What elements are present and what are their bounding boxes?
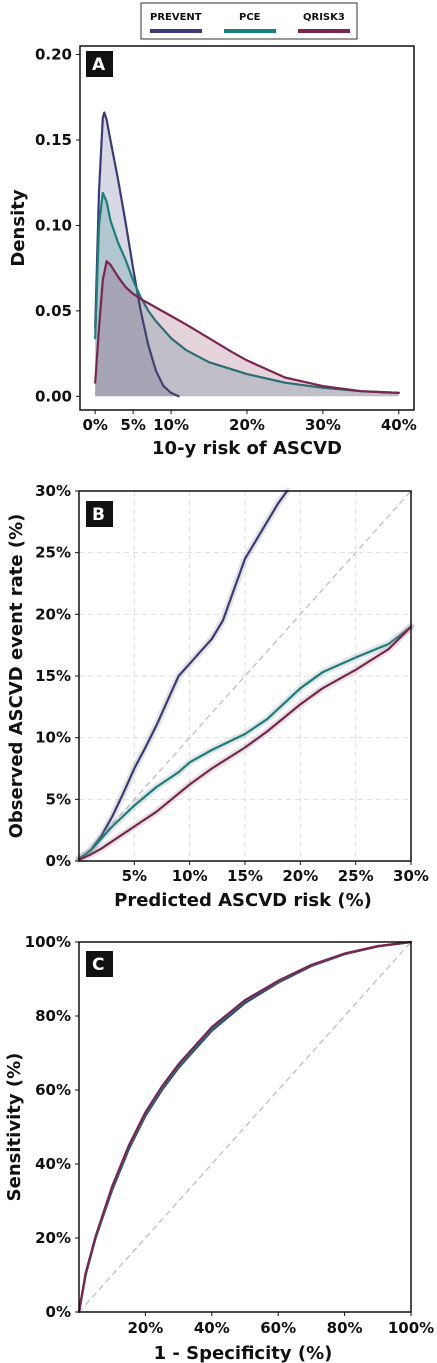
panel-a-badge <box>86 51 113 77</box>
panel-c-xtick-label-2: 60% <box>260 1319 296 1337</box>
panel-b-ci-band-pce <box>75 623 415 862</box>
panel-a-ytick-label-2: 0.10 <box>35 216 72 234</box>
panel-a-area-qrisk3 <box>95 261 399 397</box>
panel-b-ci-band-prevent <box>75 487 291 862</box>
panel-a-area-pce <box>95 193 399 397</box>
panel-a-xtick-label-5: 40% <box>381 416 417 434</box>
panel-c-ytick-label-0: 0% <box>46 1303 71 1321</box>
panel-a-area-prevent <box>95 112 179 397</box>
panel-b-ytick-label-4: 20% <box>35 605 71 623</box>
panel-b-ytick-label-3: 15% <box>35 667 71 685</box>
panel-c-xtick-label-3: 80% <box>327 1319 363 1337</box>
panel-c-ytick-label-3: 60% <box>35 1081 71 1099</box>
panel-b-ytick-label-1: 5% <box>46 790 71 808</box>
panel-c-roc-plot: 20% 40% 60% 80% 100% 0% 20% 40% 60% 80% 100% C 1 -… <box>4 933 434 1363</box>
panel-a-xtick-label-2: 10% <box>153 416 189 434</box>
panel-b-ytick-label-2: 10% <box>35 729 71 747</box>
panel-a-ylabel: Density <box>8 189 29 266</box>
panel-a-ytick-label-3: 0.15 <box>35 131 72 149</box>
panel-c-badge <box>86 951 113 977</box>
panel-a-ytick-label-0: 0.00 <box>35 387 72 405</box>
panel-a-badge-label: A <box>92 55 106 75</box>
panel-a-density-plot: 0% 5% 10% 20% 30% 40% 0.00 0.05 0.10 0.15 0.20 A 1… <box>8 45 417 459</box>
panel-a-xtick-label-4: 30% <box>305 416 341 434</box>
panel-b-ytick-label-6: 30% <box>35 482 71 500</box>
panel-a-line-qrisk3 <box>94 260 400 394</box>
panel-c-line-qrisk3 <box>77 940 413 1314</box>
panel-b-badge-label: B <box>92 505 105 525</box>
panel-c-xtick-label-1: 40% <box>194 1319 230 1337</box>
panel-a-xtick-label-0: 0% <box>82 416 107 434</box>
panel-c-ytick-label-4: 80% <box>35 1007 71 1025</box>
panel-c-badge-label: C <box>92 955 104 975</box>
panel-b-reference-diagonal <box>78 490 412 862</box>
panel-b-line-qrisk3 <box>77 625 413 861</box>
panel-c-ylabel: Sensitivity (%) <box>4 1053 25 1202</box>
panel-b-xtick-label-2: 15% <box>227 867 263 885</box>
panel-b-ytick-label-5: 25% <box>35 544 71 562</box>
legend-label-qrisk3: QRISK3 <box>303 12 345 23</box>
panel-b-xtick-label-1: 10% <box>172 867 208 885</box>
panel-c-xtick-label-4: 100% <box>388 1319 434 1337</box>
panel-b-xtick-label-5: 30% <box>393 867 429 885</box>
panel-c-frame <box>78 941 412 1313</box>
panel-c-ytick-label-1: 20% <box>35 1229 71 1247</box>
panel-a-line-pce <box>94 191 400 394</box>
panel-a-xlabel: 10-y risk of ASCVD <box>152 438 342 459</box>
panel-b-xtick-label-3: 20% <box>282 867 318 885</box>
panel-b-badge <box>86 501 113 527</box>
panel-b-ytick-label-0: 0% <box>46 852 71 870</box>
panel-c-ytick-label-5: 100% <box>25 933 71 951</box>
legend: PREVENT PCE QRISK3 <box>140 2 358 40</box>
panel-a-xtick-label-3: 20% <box>229 416 265 434</box>
panel-b-xtick-label-0: 5% <box>122 867 147 885</box>
panel-b-line-pce <box>77 625 413 860</box>
panel-c-xlabel: 1 - Specificity (%) <box>154 1343 333 1363</box>
panel-a-ytick-label-4: 0.20 <box>35 46 72 64</box>
legend-label-pce: PCE <box>239 12 261 23</box>
panel-b-xtick-label-4: 25% <box>338 867 374 885</box>
panel-b-xlabel: Predicted ASCVD risk (%) <box>114 890 372 911</box>
panel-c-xtick-label-0: 20% <box>127 1319 163 1337</box>
panel-b-ylabel: Observed ASCVD event rate (%) <box>6 514 27 839</box>
panel-c-reference-diagonal <box>78 941 412 1313</box>
panel-a-line-prevent <box>94 111 180 398</box>
panel-b-line-prevent <box>77 489 289 860</box>
legend-label-prevent: PREVENT <box>150 12 202 23</box>
panel-b-calibration-plot: 5% 10% 15% 20% 25% 30% 0% 5% 10% 15% 20% 25% 30% B P… <box>6 482 429 911</box>
panel-a-xtick-label-1: 5% <box>120 416 145 434</box>
panel-a-ytick-label-1: 0.05 <box>35 302 72 320</box>
panel-c-ytick-label-2: 40% <box>35 1155 71 1173</box>
